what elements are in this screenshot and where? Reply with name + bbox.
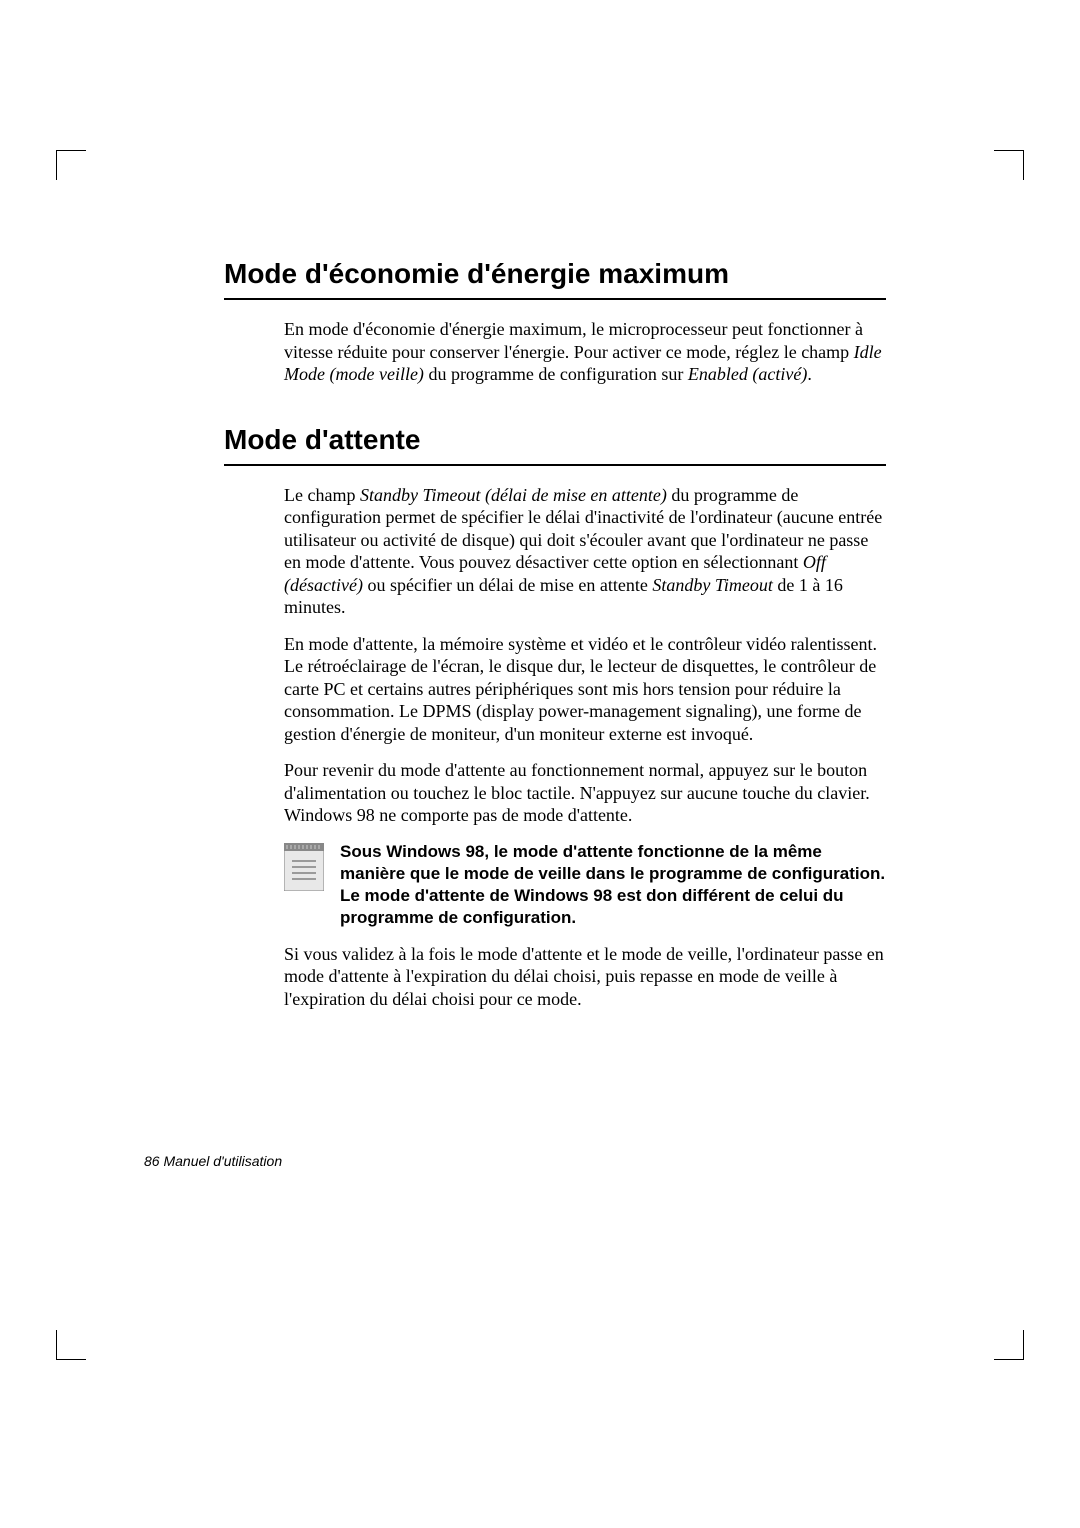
note-text: Sous Windows 98, le mode d'attente fonct… [340,841,886,929]
heading-rule [224,464,886,466]
text-run: . [807,364,812,384]
section2-paragraph-2: En mode d'attente, la mémoire système et… [284,633,886,746]
section-2: Mode d'attente Le champ Standby Timeout … [224,424,886,1011]
section-heading-1: Mode d'économie d'énergie maximum [224,258,886,290]
section-heading-2: Mode d'attente [224,424,886,456]
heading-rule [224,298,886,300]
text-run: Le champ [284,485,360,505]
section2-paragraph-3: Pour revenir du mode d'attente au foncti… [284,759,886,827]
page-content: Mode d'économie d'énergie maximum En mod… [224,258,886,1010]
section2-paragraph-4: Si vous validez à la fois le mode d'atte… [284,943,886,1011]
note-block: Sous Windows 98, le mode d'attente fonct… [284,841,886,929]
crop-mark-bottom-right [994,1330,1024,1360]
italic-term: Standby Timeout (délai de mise en attent… [360,485,667,505]
section-2-body: Le champ Standby Timeout (délai de mise … [284,484,886,1011]
crop-mark-top-left [56,150,86,180]
text-run: ou spécifier un délai de mise en attente [363,575,652,595]
page-number: 86 [144,1153,160,1169]
document-page: Mode d'économie d'énergie maximum En mod… [0,0,1080,1528]
crop-mark-top-right [994,150,1024,180]
text-run: En mode d'économie d'énergie maximum, le… [284,319,863,362]
section1-paragraph: En mode d'économie d'énergie maximum, le… [284,318,886,386]
footer-label: Manuel d'utilisation [160,1153,283,1169]
note-icon [284,843,324,896]
italic-term: Standby Timeout [652,575,773,595]
section2-paragraph-1: Le champ Standby Timeout (délai de mise … [284,484,886,619]
section-1-body: En mode d'économie d'énergie maximum, le… [284,318,886,386]
crop-mark-bottom-left [56,1330,86,1360]
text-run: du programme de configuration sur [424,364,688,384]
italic-term: Enabled (activé) [688,364,807,384]
page-footer: 86 Manuel d'utilisation [144,1153,282,1169]
